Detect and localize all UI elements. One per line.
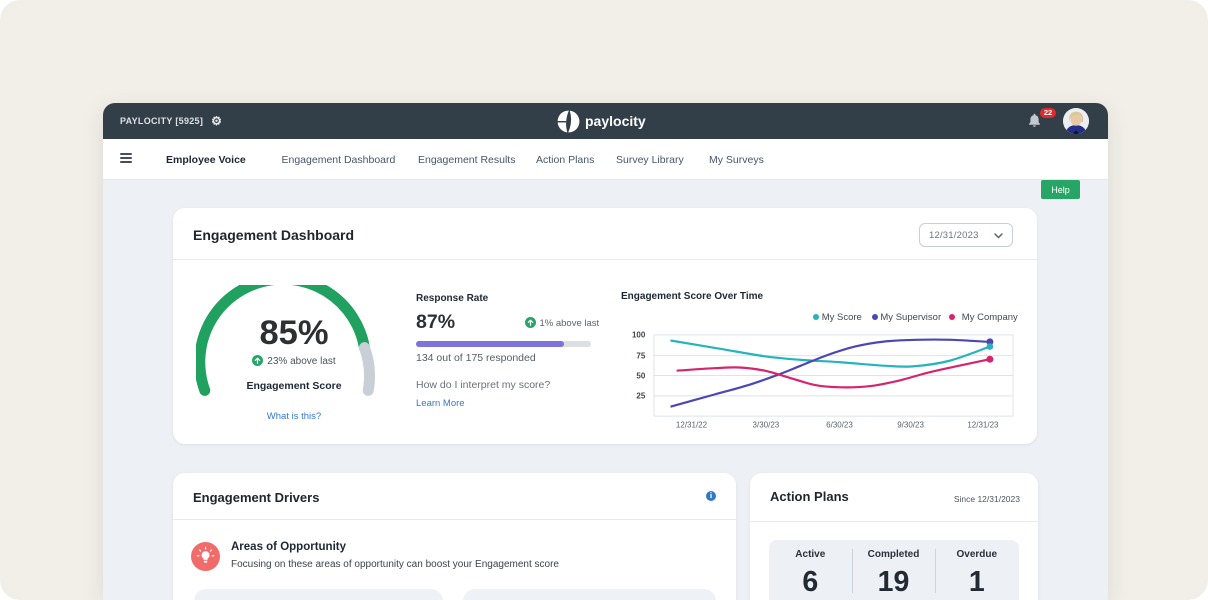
svg-text:6/30/23: 6/30/23 — [826, 421, 853, 430]
svg-text:100: 100 — [632, 331, 646, 340]
svg-text:9/30/23: 9/30/23 — [897, 421, 924, 430]
svg-text:3/30/23: 3/30/23 — [753, 421, 780, 430]
svg-text:25: 25 — [636, 392, 645, 401]
svg-text:12/31/23: 12/31/23 — [967, 421, 999, 430]
svg-text:75: 75 — [636, 351, 645, 360]
svg-text:50: 50 — [636, 371, 645, 380]
svg-text:12/31/22: 12/31/22 — [676, 421, 708, 430]
